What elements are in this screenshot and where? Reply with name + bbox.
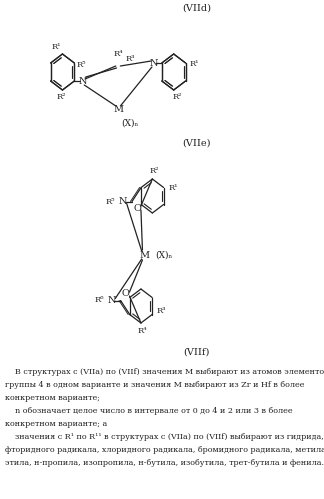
Text: R³: R³ (157, 307, 166, 315)
Text: R³: R³ (125, 55, 135, 63)
Text: (X)ₙ: (X)ₙ (156, 250, 173, 259)
Text: R⁵: R⁵ (106, 198, 115, 206)
Text: В структурах с (VIIa) по (VIIf) значения M выбирают из атомов элементов: В структурах с (VIIa) по (VIIf) значения… (5, 368, 324, 376)
Text: M: M (113, 104, 123, 113)
Text: N: N (149, 58, 158, 67)
Text: R⁶: R⁶ (95, 296, 104, 304)
Text: R²: R² (56, 93, 66, 101)
Text: R⁴: R⁴ (138, 327, 147, 335)
Text: M: M (140, 250, 150, 259)
Text: N: N (78, 76, 87, 85)
Text: R¹: R¹ (52, 43, 61, 51)
Text: фторидного радикала, хлоридного радикала, бромидного радикала, метила,: фторидного радикала, хлоридного радикала… (5, 446, 324, 454)
Text: N: N (107, 296, 116, 305)
Text: значения с R¹ по R¹¹ в структурах с (VIIa) по (VIIf) выбирают из гидрида,: значения с R¹ по R¹¹ в структурах с (VII… (5, 433, 323, 441)
Text: n обозначает целое число в интервале от 0 до 4 и 2 или 3 в более: n обозначает целое число в интервале от … (5, 407, 292, 415)
Text: конкретном варианте;: конкретном варианте; (5, 394, 99, 402)
Text: этила, н-пропила, изопропила, н-бутила, изобутила, трет-бутила и фенила.: этила, н-пропила, изопропила, н-бутила, … (5, 459, 324, 467)
Text: группы 4 в одном варианте и значения M выбирают из Zr и Hf в более: группы 4 в одном варианте и значения M в… (5, 381, 304, 389)
Text: N: N (119, 197, 127, 206)
Text: R¹: R¹ (168, 184, 178, 192)
Text: R²: R² (149, 167, 159, 175)
Text: R⁴: R⁴ (113, 50, 123, 58)
Text: конкретном варианте; а: конкретном варианте; а (5, 420, 107, 428)
Text: (VIIf): (VIIf) (183, 347, 210, 356)
Text: (VIId): (VIId) (182, 3, 211, 12)
Text: R⁵: R⁵ (76, 61, 86, 69)
Text: (VIIe): (VIIe) (182, 139, 211, 148)
Text: R²: R² (173, 93, 182, 101)
Text: O: O (122, 289, 130, 298)
Text: R¹: R¹ (190, 60, 199, 68)
Text: (X)ₙ: (X)ₙ (121, 118, 138, 128)
Text: O: O (133, 204, 141, 213)
